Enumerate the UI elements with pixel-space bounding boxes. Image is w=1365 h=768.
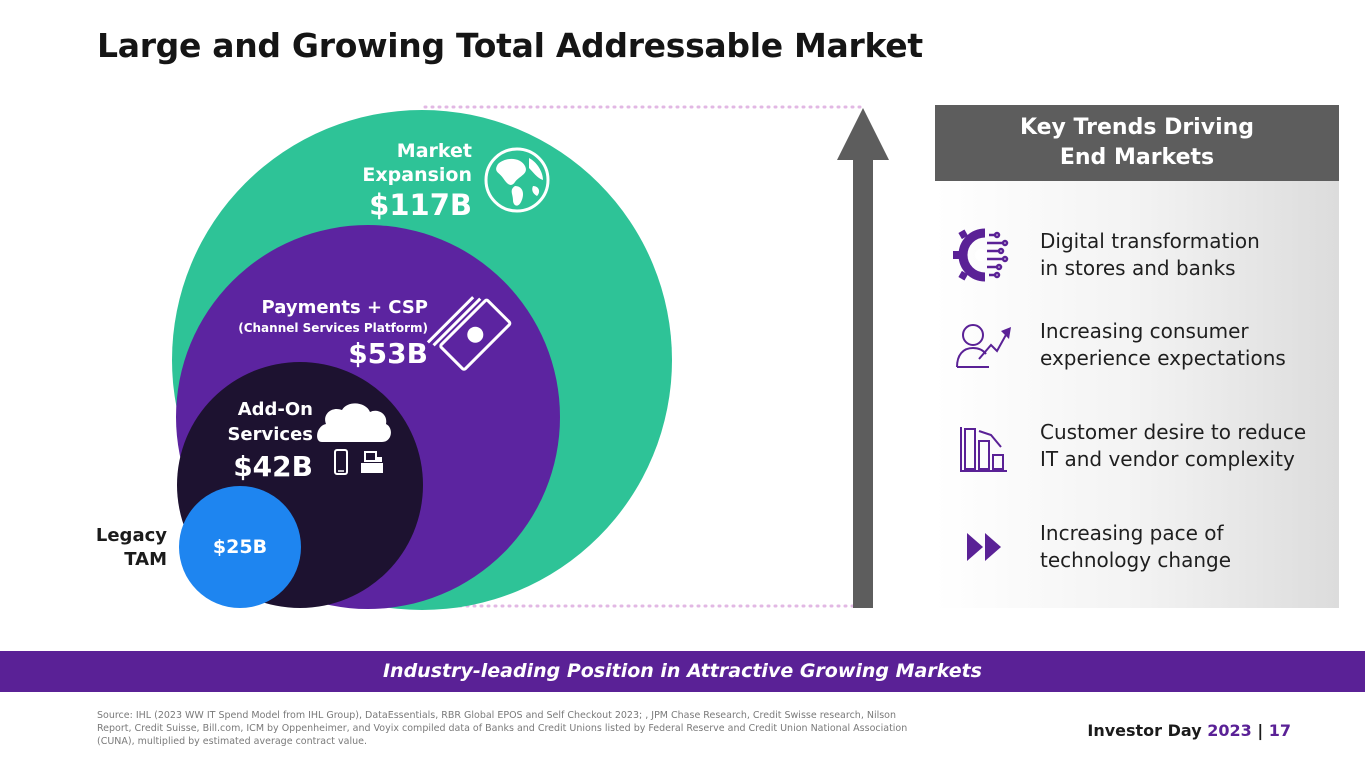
trend-item: Digital transformation in stores and ban…	[935, 224, 1339, 286]
key-trends-heading-2: End Markets	[1059, 145, 1215, 170]
trend-item: Customer desire to reduce IT and vendor …	[935, 415, 1339, 477]
trend-item: Increasing pace of technology change	[935, 516, 1339, 578]
page-title: Large and Growing Total Addressable Mark…	[97, 26, 923, 65]
digital-gear-icon	[953, 228, 1009, 282]
add-on-services-label: Add-On Services $42B	[200, 397, 313, 484]
trend-line-2: IT and vendor complexity	[1040, 447, 1295, 471]
footer-year: 2023	[1207, 721, 1252, 740]
phone-icon	[334, 449, 348, 475]
key-trends-heading-1: Key Trends Driving	[1019, 115, 1255, 140]
footer-separator: |	[1257, 721, 1264, 740]
legacy-tam-bubble	[179, 486, 301, 608]
payments-csp-subtitle: (Channel Services Platform)	[238, 321, 428, 335]
trend-text: Digital transformation in stores and ban…	[1040, 228, 1335, 282]
legacy-label-2: TAM	[124, 549, 167, 570]
fast-forward-icon	[967, 533, 1001, 561]
trend-text: Customer desire to reduce IT and vendor …	[1040, 419, 1335, 473]
trend-line-1: Customer desire to reduce	[1040, 420, 1307, 444]
legacy-label-1: Legacy	[95, 525, 167, 546]
trend-line-1: Increasing consumer	[1040, 319, 1249, 343]
market-expansion-title-1: Market	[396, 140, 472, 162]
trend-text: Increasing consumer experience expectati…	[1040, 318, 1335, 372]
tam-bubble-diagram	[172, 105, 889, 610]
source-note: Source: IHL (2023 WW IT Spend Model from…	[97, 710, 908, 747]
declining-bars-icon	[960, 427, 1007, 472]
consumer-growth-icon	[956, 324, 1011, 368]
key-trends-heading: Key Trends Driving End Markets	[935, 105, 1339, 181]
footer: Investor Day 2023 | 17	[1087, 721, 1291, 740]
trend-item: Increasing consumer experience expectati…	[935, 314, 1339, 376]
market-expansion-label: Market Expansion $117B	[330, 139, 472, 222]
legacy-tam-value: $25B	[212, 536, 268, 558]
trend-line-2: experience expectations	[1040, 346, 1286, 370]
footer-label: Investor Day	[1087, 721, 1202, 740]
legacy-tam-label: Legacy TAM	[70, 524, 167, 572]
trend-line-2: in stores and banks	[1040, 256, 1236, 280]
trend-line-1: Digital transformation	[1040, 229, 1260, 253]
payments-csp-value: $53B	[348, 337, 428, 370]
cash-register-icon	[361, 451, 383, 473]
bottom-banner: Industry-leading Position in Attractive …	[0, 651, 1365, 692]
page-number: 17	[1268, 721, 1291, 740]
cash-icon	[426, 296, 512, 371]
trend-text: Increasing pace of technology change	[1040, 520, 1335, 574]
key-trends-panel: Key Trends Driving End Markets Digital	[935, 105, 1339, 608]
payments-csp-label: Payments + CSP (Channel Services Platfor…	[200, 296, 428, 371]
globe-icon	[484, 147, 550, 213]
add-on-title-2: Services	[227, 424, 313, 445]
market-expansion-value: $117B	[369, 188, 472, 222]
trend-line-1: Increasing pace of	[1040, 521, 1224, 545]
market-expansion-title-2: Expansion	[362, 164, 472, 186]
payments-csp-title: Payments + CSP	[261, 297, 428, 318]
cloud-icon	[317, 403, 391, 442]
growth-arrow	[837, 108, 889, 608]
trend-line-2: technology change	[1040, 548, 1232, 572]
add-on-title-1: Add-On	[237, 399, 313, 420]
add-on-value: $42B	[233, 450, 313, 483]
